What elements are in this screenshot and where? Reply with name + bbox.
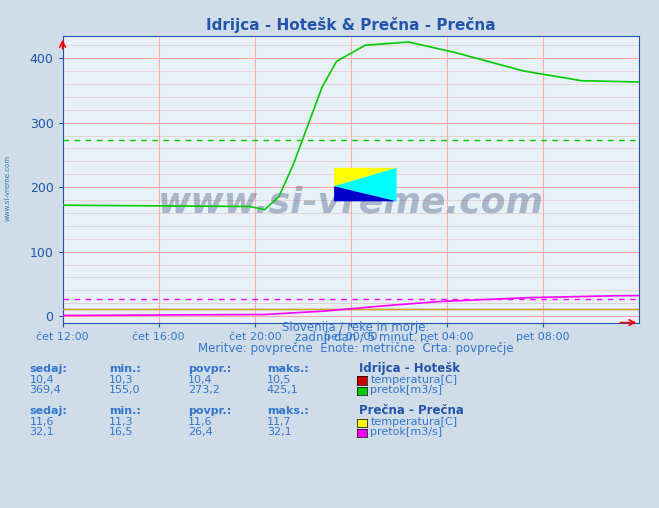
Text: sedaj:: sedaj: [30,364,67,374]
Text: maks.:: maks.: [267,406,308,416]
Text: 10,3: 10,3 [109,374,133,385]
Polygon shape [334,168,397,201]
Text: 26,4: 26,4 [188,427,213,437]
Text: povpr.:: povpr.: [188,364,231,374]
Text: 11,6: 11,6 [188,417,212,427]
Text: povpr.:: povpr.: [188,406,231,416]
Text: temperatura[C]: temperatura[C] [370,374,457,385]
Text: pretok[m3/s]: pretok[m3/s] [370,427,442,437]
Text: 425,1: 425,1 [267,385,299,395]
Text: 369,4: 369,4 [30,385,61,395]
Text: 32,1: 32,1 [30,427,54,437]
Polygon shape [334,186,397,201]
Text: 11,3: 11,3 [109,417,133,427]
Text: maks.:: maks.: [267,364,308,374]
Text: www.si-vreme.com: www.si-vreme.com [158,185,544,219]
Polygon shape [334,168,397,186]
Text: temperatura[C]: temperatura[C] [370,417,457,427]
Text: 11,7: 11,7 [267,417,291,427]
Text: www.si-vreme.com: www.si-vreme.com [5,155,11,221]
Text: Idrijca - Hotešk: Idrijca - Hotešk [359,362,460,375]
Text: Meritve: povprečne  Enote: metrične  Črta: povprečje: Meritve: povprečne Enote: metrične Črta:… [198,339,513,355]
Text: Prečna - Prečna: Prečna - Prečna [359,404,464,417]
Text: min.:: min.: [109,406,140,416]
Text: 155,0: 155,0 [109,385,140,395]
Text: 16,5: 16,5 [109,427,133,437]
Text: Slovenija / reke in morje.: Slovenija / reke in morje. [282,321,430,334]
Text: 273,2: 273,2 [188,385,219,395]
Text: min.:: min.: [109,364,140,374]
Text: 10,4: 10,4 [30,374,54,385]
Text: sedaj:: sedaj: [30,406,67,416]
Text: 32,1: 32,1 [267,427,291,437]
Text: 11,6: 11,6 [30,417,54,427]
Title: Idrijca - Hotešk & Prečna - Prečna: Idrijca - Hotešk & Prečna - Prečna [206,17,496,33]
Text: pretok[m3/s]: pretok[m3/s] [370,385,442,395]
Text: 10,5: 10,5 [267,374,291,385]
Text: 10,4: 10,4 [188,374,212,385]
Text: zadnji dan / 5 minut.: zadnji dan / 5 minut. [295,331,417,344]
